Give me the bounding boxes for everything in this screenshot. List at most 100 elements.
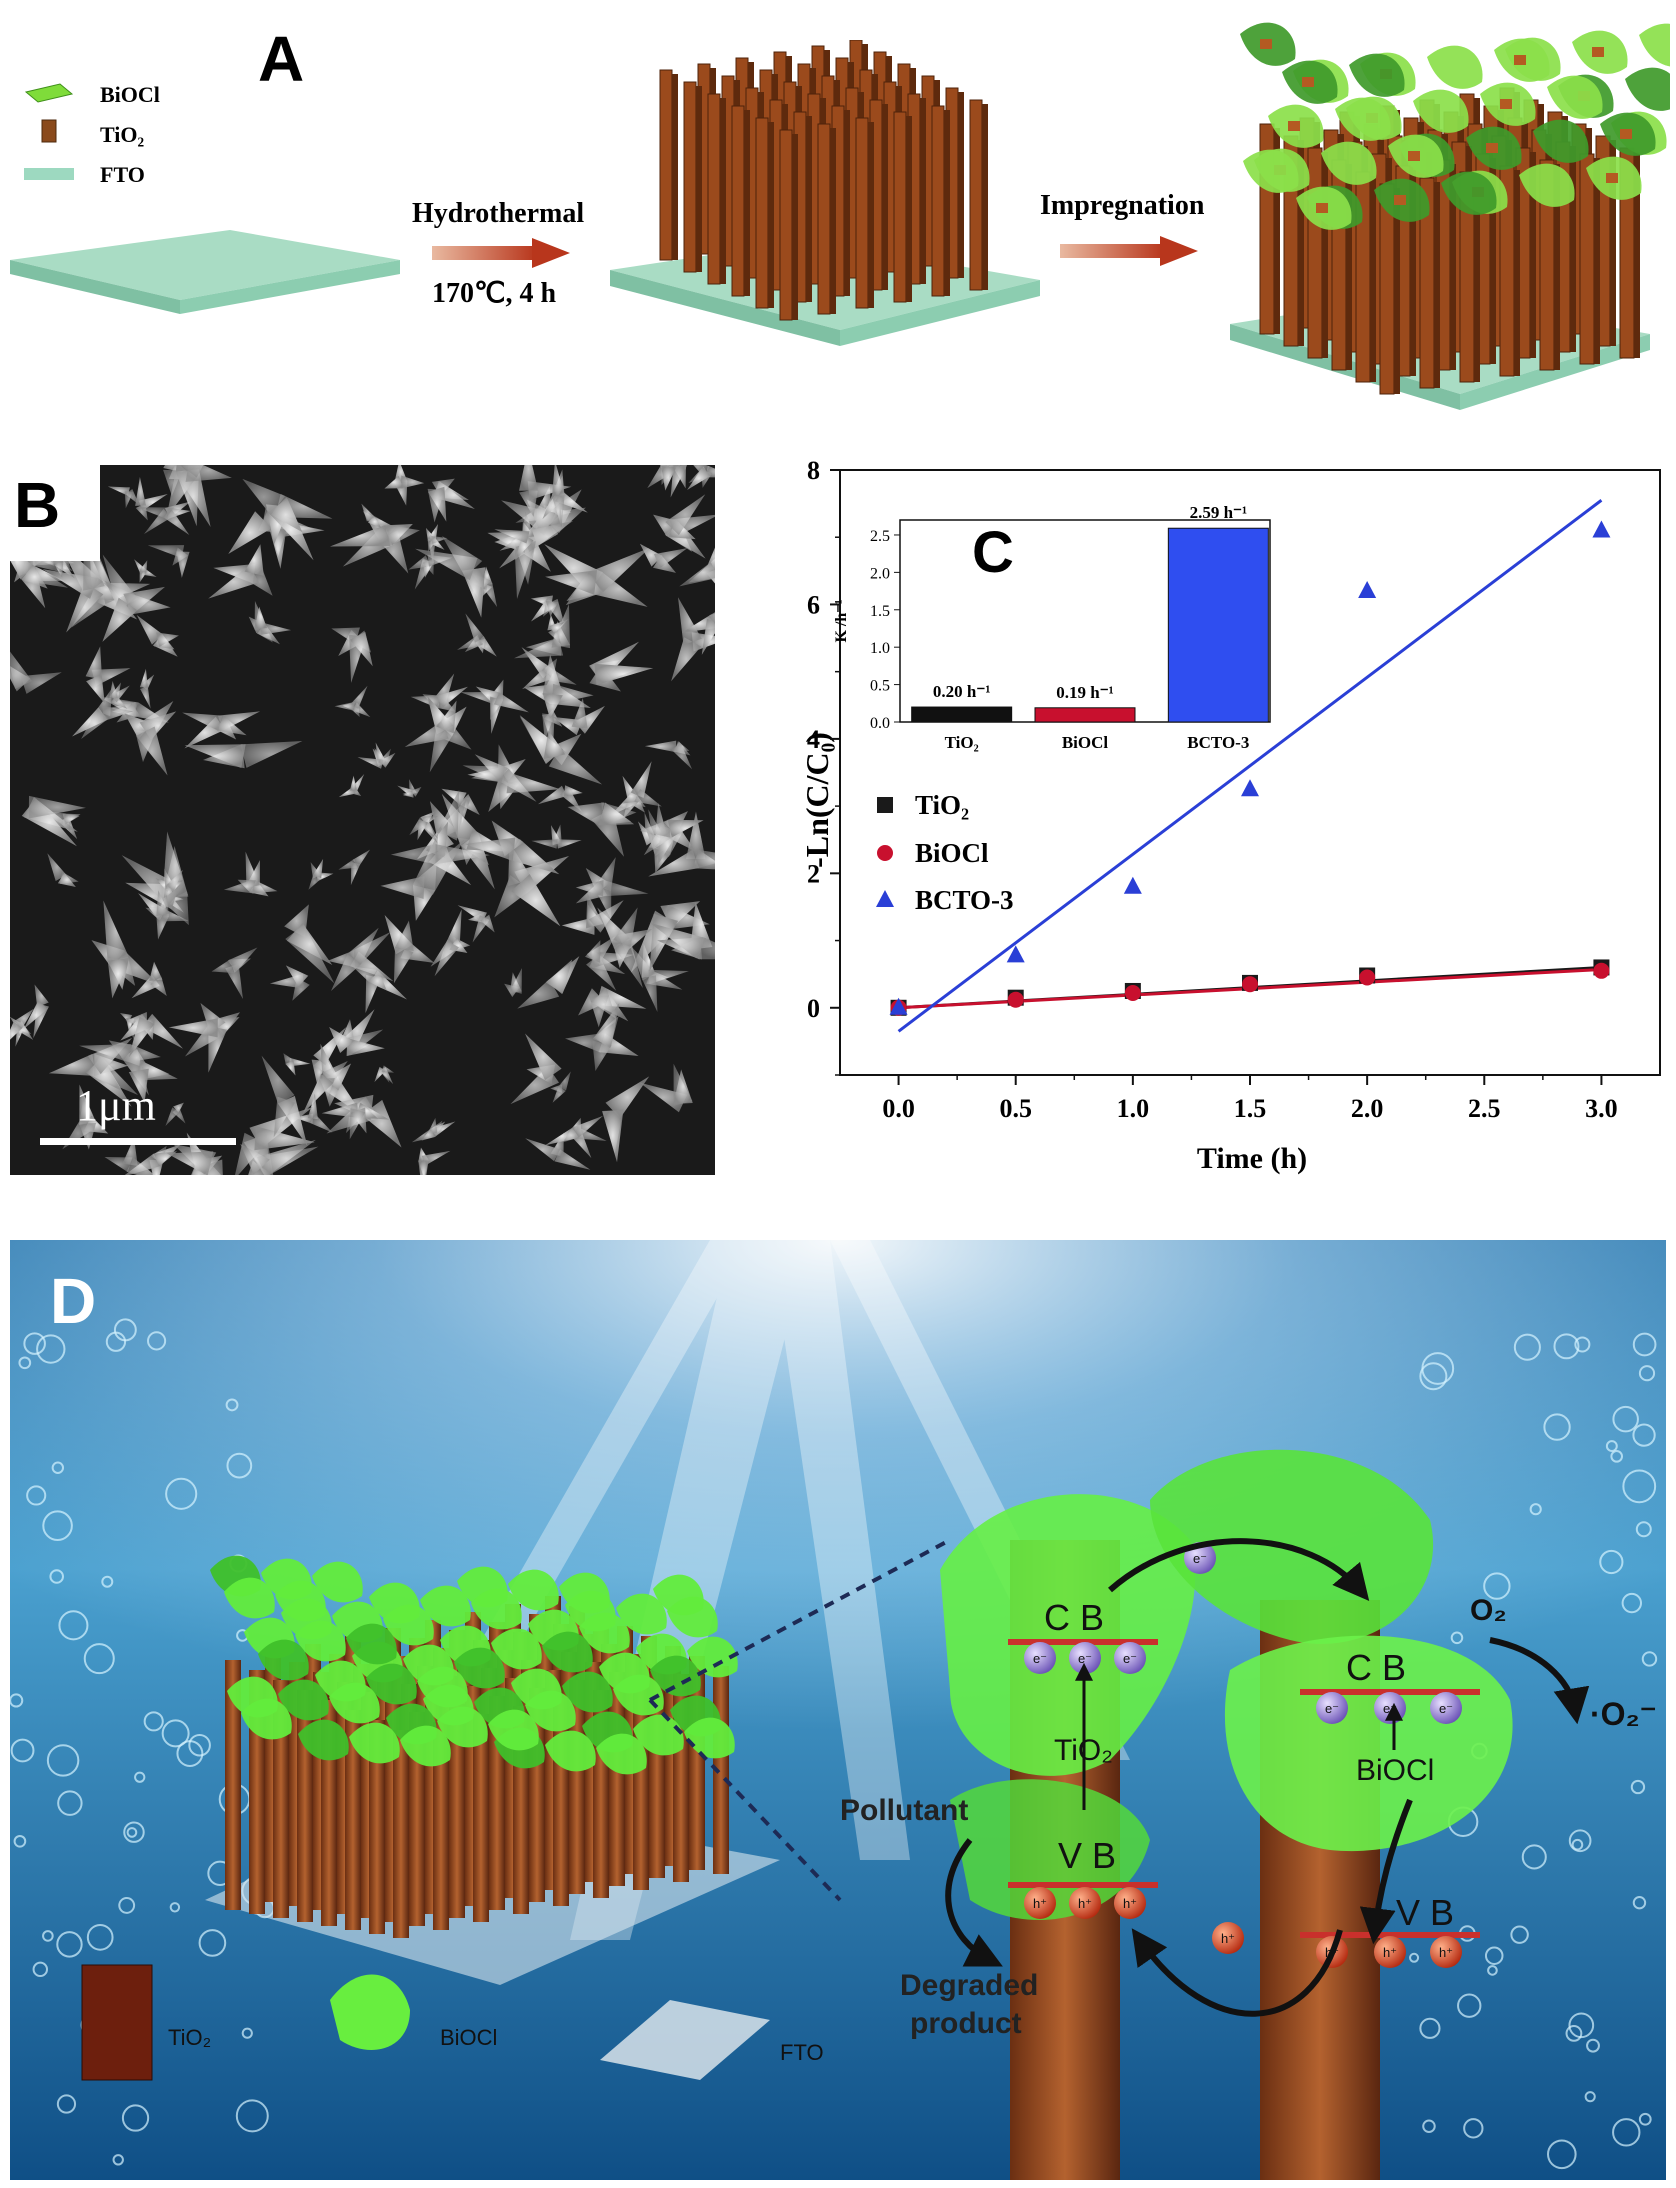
sem-flake bbox=[139, 668, 148, 689]
biocl-flake bbox=[1639, 23, 1670, 67]
sem-flake bbox=[542, 692, 563, 719]
sem-flake bbox=[57, 872, 76, 888]
bubble bbox=[121, 2104, 150, 2132]
electron-label: e⁻ bbox=[1123, 1651, 1137, 1666]
sem-flake bbox=[147, 545, 185, 559]
sem-flake bbox=[394, 920, 414, 951]
electron-label: e⁻ bbox=[1325, 1701, 1339, 1716]
tio2-nanorod bbox=[817, 123, 831, 315]
legend-d-tio2: TiO₂ bbox=[168, 2025, 211, 2050]
tio2-nanorod-side bbox=[882, 104, 888, 290]
sem-flake bbox=[408, 555, 431, 570]
tio2-nanorod-side bbox=[1298, 140, 1304, 346]
sem-flake bbox=[552, 683, 594, 705]
biocl-flake bbox=[562, 1671, 613, 1713]
sem-flake bbox=[418, 1160, 429, 1175]
tio2-nanorod bbox=[345, 1710, 361, 1930]
biocl-flake bbox=[471, 1588, 522, 1630]
tio2-nanorod bbox=[779, 129, 793, 321]
biocl-flake bbox=[491, 1628, 542, 1670]
sem-flake bbox=[400, 475, 425, 489]
sem-flake bbox=[567, 802, 605, 826]
x-tick-label: 2.0 bbox=[1351, 1094, 1384, 1123]
biocl-flake bbox=[1413, 89, 1469, 133]
tio2-rod-tip bbox=[1514, 55, 1526, 65]
sem-flake bbox=[79, 1044, 131, 1063]
arrow-right-icon bbox=[432, 238, 570, 268]
biocl-flake bbox=[579, 1612, 630, 1654]
sem-flake bbox=[630, 761, 652, 798]
sem-flake bbox=[208, 565, 259, 599]
sem-flake bbox=[240, 741, 303, 768]
sem-flake bbox=[556, 839, 582, 849]
fto-legend-icon bbox=[600, 2000, 770, 2080]
degraded-label-1: Degraded bbox=[900, 1969, 1038, 2002]
panel-a-letter: A bbox=[258, 23, 305, 95]
hole bbox=[1212, 1922, 1244, 1954]
sem-flake bbox=[695, 849, 715, 869]
bubble bbox=[1543, 1413, 1571, 1441]
tio2-nanorod-side bbox=[1370, 176, 1376, 382]
biocl-flake bbox=[258, 1639, 309, 1681]
sem-flake bbox=[511, 874, 561, 927]
sem-flake bbox=[602, 880, 649, 897]
sem-flake bbox=[180, 465, 204, 478]
arrow-right-icon bbox=[1060, 236, 1198, 266]
sem-flake bbox=[384, 475, 404, 489]
sem-flake bbox=[10, 651, 33, 689]
sem-flake bbox=[545, 570, 597, 595]
tio2-nanorod bbox=[1579, 153, 1595, 365]
biocl-flake bbox=[420, 1585, 471, 1627]
hole-label: h⁺ bbox=[1078, 1896, 1092, 1911]
sem-flake bbox=[184, 744, 246, 769]
tio2-nanorod-side bbox=[906, 116, 912, 302]
biocl-flake bbox=[329, 1682, 380, 1724]
bubble bbox=[235, 2099, 269, 2133]
biocl-flake bbox=[488, 1709, 539, 1751]
tio2-nanorod-side bbox=[1394, 188, 1400, 394]
sem-flake bbox=[563, 785, 583, 797]
vb-left-label: V B bbox=[1058, 1835, 1116, 1876]
bubble bbox=[58, 1610, 89, 1641]
electron bbox=[1114, 1642, 1146, 1674]
sem-flake bbox=[588, 547, 650, 593]
bubble bbox=[32, 1961, 48, 1978]
biocl-flake bbox=[1519, 163, 1575, 207]
biocl-flake bbox=[454, 1647, 505, 1689]
bubble bbox=[1553, 1333, 1580, 1360]
bubble bbox=[118, 1897, 136, 1914]
bubble bbox=[225, 1398, 239, 1412]
sem-flake bbox=[21, 565, 48, 589]
biocl-tio2-array bbox=[1230, 22, 1670, 410]
bubble bbox=[188, 1733, 211, 1757]
biocl-flake bbox=[224, 1577, 275, 1619]
bubble bbox=[1487, 1965, 1498, 1976]
sem-flake bbox=[590, 989, 617, 1020]
sem-flake bbox=[509, 972, 522, 994]
chart-ylabel: -Ln(C/C₀) bbox=[799, 732, 835, 868]
bubble bbox=[36, 1334, 66, 1364]
sem-flake bbox=[102, 705, 134, 722]
sem-flake bbox=[415, 839, 465, 895]
biocl-flake bbox=[349, 1722, 400, 1764]
tio2-nanorod bbox=[273, 1680, 289, 1918]
bubble bbox=[1510, 1925, 1529, 1944]
bubble bbox=[1450, 1631, 1464, 1645]
sem-flake bbox=[634, 788, 662, 807]
tio2-nanorod-side bbox=[1450, 164, 1456, 370]
tio2-nanorod-side bbox=[696, 86, 702, 272]
tio2-nanorod-side bbox=[768, 122, 774, 308]
tio2-nanorod-side bbox=[1514, 170, 1520, 376]
biocl-flake bbox=[684, 1717, 735, 1759]
legend-marker bbox=[876, 890, 894, 907]
tio2-rod-tip bbox=[1606, 173, 1618, 183]
step1-condition: 170℃, 4 h bbox=[432, 278, 557, 309]
bubble bbox=[161, 1719, 190, 1748]
biocl-flake bbox=[1427, 45, 1483, 89]
bubble bbox=[13, 1834, 27, 1848]
sem-flake bbox=[421, 1150, 451, 1166]
tio2-nanorod-side bbox=[1474, 176, 1480, 382]
sem-flake bbox=[688, 562, 715, 583]
hole-label: h⁺ bbox=[1439, 1945, 1453, 1960]
sem-flake bbox=[639, 543, 663, 567]
